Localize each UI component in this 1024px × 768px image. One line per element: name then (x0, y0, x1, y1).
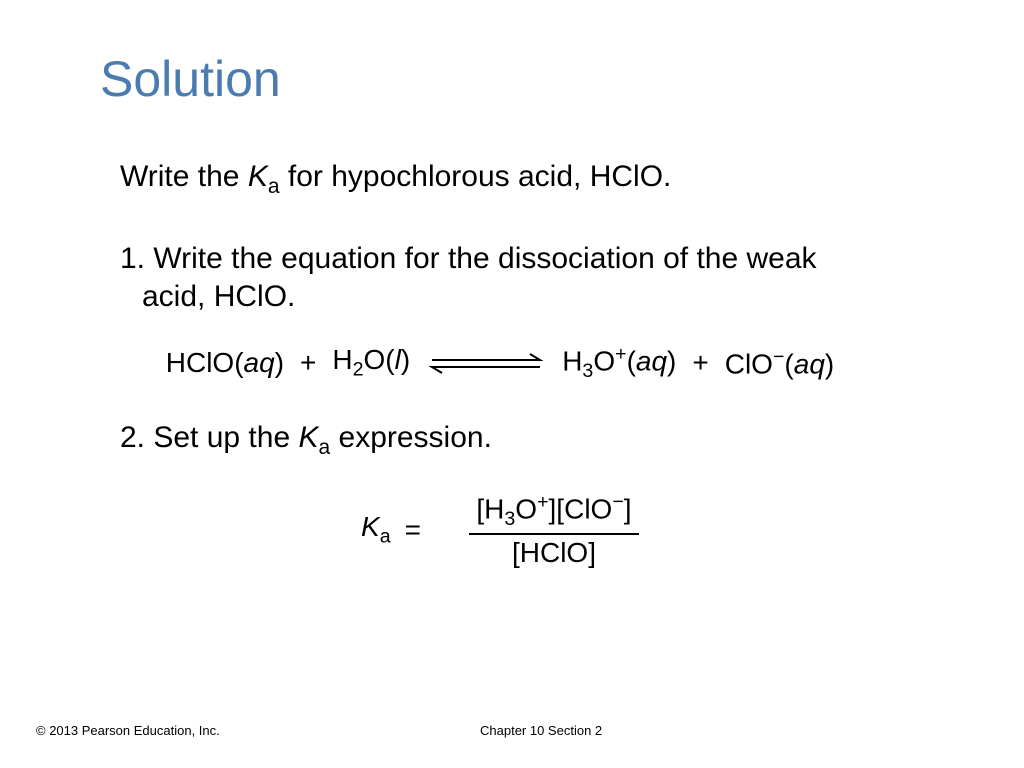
copyright-text: © 2013 Pearson Education, Inc. (36, 723, 220, 738)
slide-title: Solution (100, 50, 1024, 108)
eqn-rhs1-sub: 3 (582, 360, 593, 382)
eqn-plus-1: + (300, 347, 316, 379)
slide-body: Write the Ka for hypochlorous acid, HClO… (120, 158, 944, 569)
eqn-lhs1-formula: HClO (166, 347, 234, 378)
step-2-a: a (318, 436, 330, 459)
ka-left: Ka = (361, 511, 421, 549)
step-2-prefix: 2. Set up the (120, 421, 298, 454)
eqn-rhs2-state: aq (794, 348, 825, 379)
eqn-rhs1-o: O (593, 346, 615, 377)
eqn-rhs2: ClO−(aq) (725, 346, 835, 380)
eqn-rhs1-state: aq (636, 346, 667, 377)
ka-num-3: 3 (504, 508, 515, 530)
ka-num-h: H (484, 494, 504, 525)
step-1-line1: 1. Write the equation for the dissociati… (120, 240, 944, 278)
ka-expression: Ka = [H3O+][ClO−] [HClO] (120, 491, 880, 569)
eqn-lhs2-state: l (395, 344, 401, 375)
eqn-lhs2-h: H (332, 344, 352, 375)
eqn-lhs1-state: aq (244, 347, 275, 378)
ka-a: a (380, 526, 391, 548)
eqn-rhs1-charge: + (615, 343, 626, 365)
eqn-rhs1-h: H (562, 346, 582, 377)
ka-K: K (361, 511, 380, 542)
ka-equals: = (405, 514, 421, 546)
ka-denominator: [HClO] (469, 533, 639, 569)
prompt-prefix: Write the (120, 160, 248, 193)
eqn-plus-2: + (692, 347, 708, 379)
step-2-suffix: expression. (330, 421, 492, 454)
eqn-rhs1: H3O+(aq) (562, 343, 676, 383)
chapter-text: Chapter 10 Section 2 (480, 723, 602, 738)
ka-fraction: [H3O+][ClO−] [HClO] (469, 491, 639, 569)
eqn-lhs1: HClO(aq) (166, 347, 284, 379)
eqn-lhs2-o: O (364, 344, 386, 375)
step-1-line2: acid, HClO. (120, 278, 944, 316)
prompt-suffix: for hypochlorous acid, HClO. (280, 160, 672, 193)
eqn-rhs2-charge: − (773, 346, 784, 368)
ka-num-clo: ClO (564, 494, 612, 525)
eqn-lhs2-sub: 2 (353, 359, 364, 381)
eqn-rhs2-formula: ClO (725, 348, 773, 379)
prompt-text: Write the Ka for hypochlorous acid, HClO… (120, 158, 944, 200)
step-2-K: K (298, 421, 318, 454)
eqn-lhs2: H2O(l) (332, 344, 410, 382)
equilibrium-arrow-icon (426, 350, 546, 376)
ka-symbol: Ka (361, 511, 391, 549)
prompt-a: a (268, 175, 280, 198)
ka-num-plus: + (537, 491, 548, 513)
slide: Solution Write the Ka for hypochlorous a… (0, 0, 1024, 768)
prompt-K: K (248, 160, 268, 193)
dissociation-equation: HClO(aq) + H2O(l) H3O+(aq) + ClO−(aq) (120, 343, 880, 383)
ka-num-minus: − (612, 491, 623, 513)
step-1: 1. Write the equation for the dissociati… (120, 240, 944, 315)
step-2: 2. Set up the Ka expression. (120, 419, 944, 461)
ka-num-o: O (515, 494, 537, 525)
ka-numerator: [H3O+][ClO−] (470, 491, 637, 532)
